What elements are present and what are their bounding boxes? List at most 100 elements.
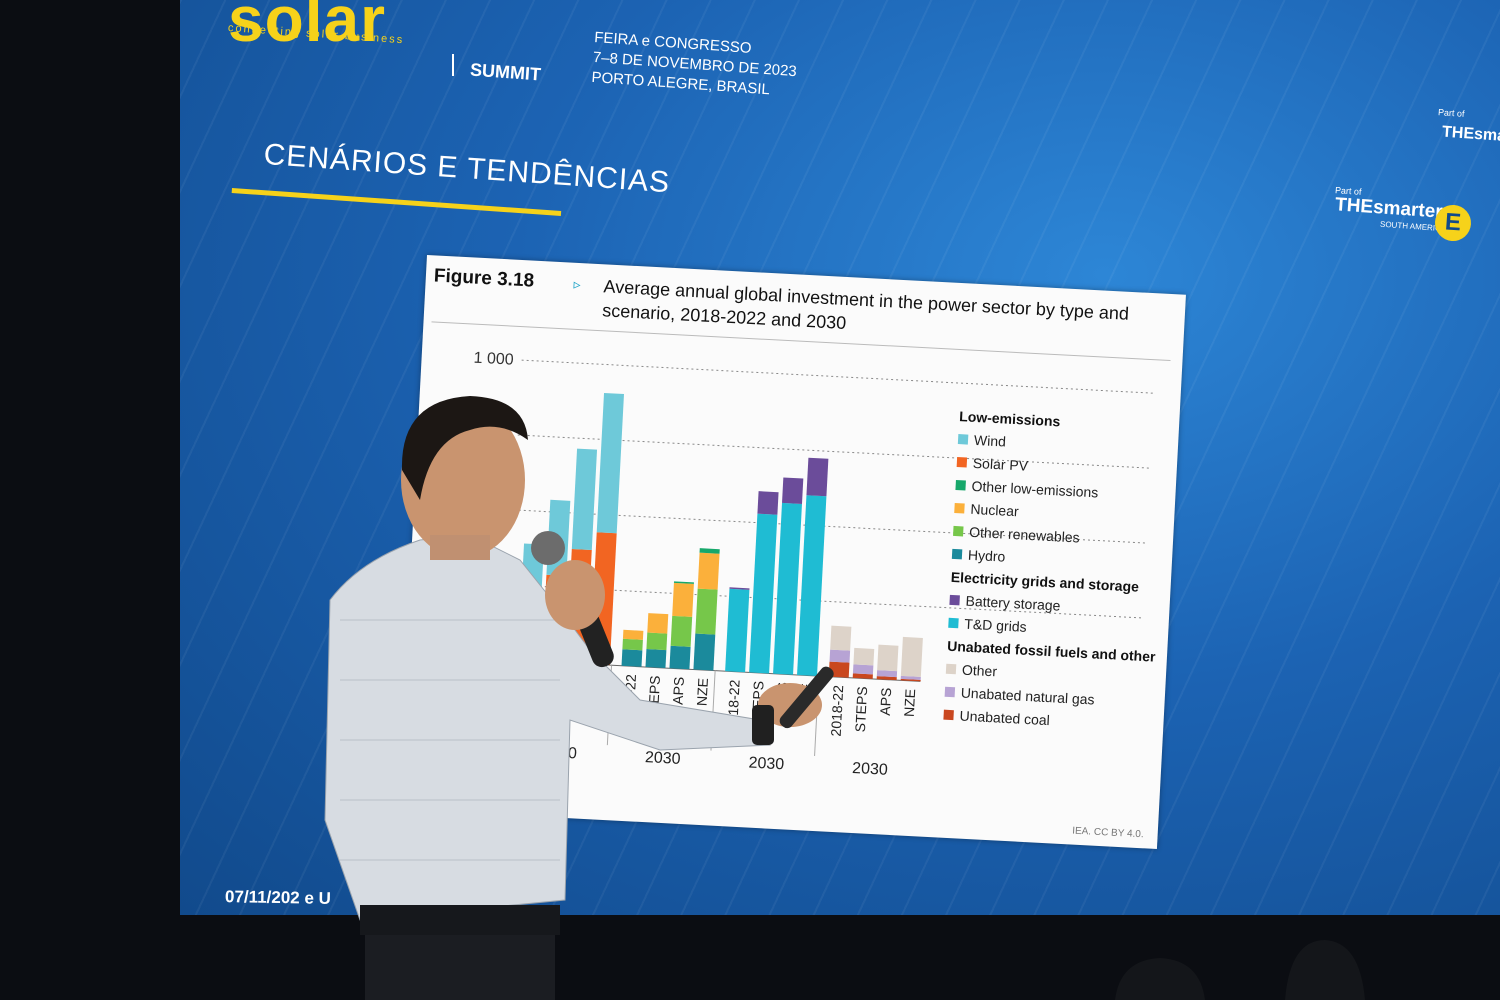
group-separator: [814, 676, 820, 756]
bar-segment: [853, 647, 875, 666]
group-label: 2030: [852, 760, 889, 779]
x-tick-label: NZE: [694, 678, 711, 707]
bar-segment: [695, 588, 718, 635]
legend-heading: Electricity grids and storage: [950, 569, 1139, 595]
bar-segment: [517, 589, 542, 662]
summit-label: SUMMIT: [469, 59, 542, 85]
legend-swatch: [951, 548, 963, 560]
bar-segment: [596, 392, 624, 534]
gridline: [521, 359, 1156, 394]
legend-label: Nuclear: [970, 501, 1019, 520]
group-separator: [710, 670, 716, 751]
bar-segment: [852, 673, 873, 679]
bar-segment: [589, 532, 617, 666]
bar-segment: [693, 633, 716, 671]
y-axis-label: Billion USD (2022, MER): [426, 433, 452, 599]
legend-swatch: [948, 617, 959, 629]
legend-label: Other low-emissions: [971, 478, 1098, 501]
bar-segment: [900, 675, 921, 680]
legend-label: Battery storage: [965, 593, 1061, 614]
legend-heading: Unabated fossil fuels and other: [947, 638, 1157, 665]
bar-segment: [670, 615, 693, 647]
bar-segment: [900, 636, 923, 677]
bar-segment: [757, 491, 779, 515]
bar-segment: [621, 649, 643, 667]
bar-segment: [828, 661, 850, 678]
bar-segment: [900, 678, 921, 682]
x-tick-label: NZE: [901, 688, 918, 717]
stage-floor: [0, 915, 1500, 1000]
x-tick-label: APS: [566, 671, 583, 700]
gridline: [513, 509, 1148, 544]
legend-label: Solar PV: [972, 455, 1029, 474]
x-tick-label: NZE: [590, 672, 607, 701]
legend-label: Unabated coal: [959, 708, 1050, 729]
bar-segment: [622, 638, 643, 651]
bar-segment: [546, 499, 571, 576]
legend-heading: Low-emissions: [959, 408, 1061, 429]
part-of-label-small: Part of: [1437, 107, 1465, 119]
bar-segment: [876, 670, 898, 678]
bar-segment: [852, 664, 874, 675]
group-label: 2030: [748, 755, 785, 774]
brand-badge-icon: E: [1433, 203, 1473, 243]
x-tick-label: APS: [877, 687, 894, 716]
bar-segment: [647, 613, 669, 634]
bar-segment: [876, 676, 897, 681]
bar-segment: [773, 502, 802, 675]
stacked-bar-chart: Billion USD (2022, MER) 1 000 750 500 250 201…: [426, 350, 1157, 779]
bar-segment: [646, 632, 668, 651]
x-tick-label: APS: [773, 682, 790, 711]
bar-segment: [672, 582, 694, 617]
bar-segment: [645, 649, 667, 669]
x-tick-label: NZE: [797, 683, 814, 712]
x-tick-label: 2018-22: [517, 668, 536, 720]
bar-segment: [669, 645, 691, 670]
legend-swatch: [956, 457, 968, 468]
y-tick-label: 750: [483, 425, 511, 443]
bar-segment: [877, 644, 899, 672]
legend-swatch: [945, 663, 957, 675]
bar-segment: [571, 448, 598, 551]
x-tick-label: 2018-22: [828, 684, 847, 736]
group-separator: [606, 665, 613, 746]
legend-swatch: [953, 525, 964, 537]
bar-segment: [829, 649, 851, 663]
bar-segment: [830, 625, 852, 651]
y-tick-label: 1 000: [473, 350, 514, 369]
bar-segment: [749, 513, 778, 674]
legend-label: Other: [962, 662, 998, 680]
bar-segment: [806, 457, 829, 497]
y-tick-label: 250: [475, 575, 503, 593]
brand-badge-letter: E: [1444, 208, 1462, 237]
legend-swatch: [949, 594, 960, 606]
bar-segment: [725, 588, 750, 673]
figure-label: Figure 3.18: [433, 265, 535, 292]
x-tick-label: APS: [670, 676, 687, 705]
legend-label: T&D grids: [964, 616, 1027, 635]
y-tick-label: 500: [479, 500, 507, 518]
legend-swatch: [944, 686, 956, 698]
bar-segment: [622, 629, 644, 640]
x-tick-label: 2018-22: [724, 679, 743, 731]
bar-segment: [565, 548, 592, 664]
footer-date: 07/11/202 e U: [224, 887, 332, 908]
legend-swatch: [957, 434, 969, 445]
event-info: FEIRA e CONGRESSO 7–8 DE NOVEMBRO DE 202…: [591, 28, 799, 102]
legend-label: Unabated natural gas: [960, 685, 1095, 708]
triangle-arrow-icon: ▹: [573, 275, 582, 293]
section-title: CENÁRIOS E TENDÊNCIAS: [262, 138, 672, 200]
x-tick-label: 2018-22: [620, 674, 639, 726]
legend-label: Wind: [974, 432, 1007, 450]
legend-swatch: [954, 502, 965, 514]
group-label: 2030: [541, 744, 578, 763]
legend-swatch: [943, 709, 954, 721]
group-label: 2030: [645, 749, 682, 768]
legend-label: Hydro: [968, 547, 1006, 565]
legend-swatch: [955, 479, 966, 491]
figure-credit: IEA. CC BY 4.0.: [1071, 825, 1144, 841]
bar-segment: [697, 552, 720, 590]
x-tick-label: STEPS: [852, 686, 870, 733]
figure-slide: Figure 3.18 ▹ Average annual global inve…: [397, 255, 1186, 850]
gridline: [517, 434, 1152, 469]
